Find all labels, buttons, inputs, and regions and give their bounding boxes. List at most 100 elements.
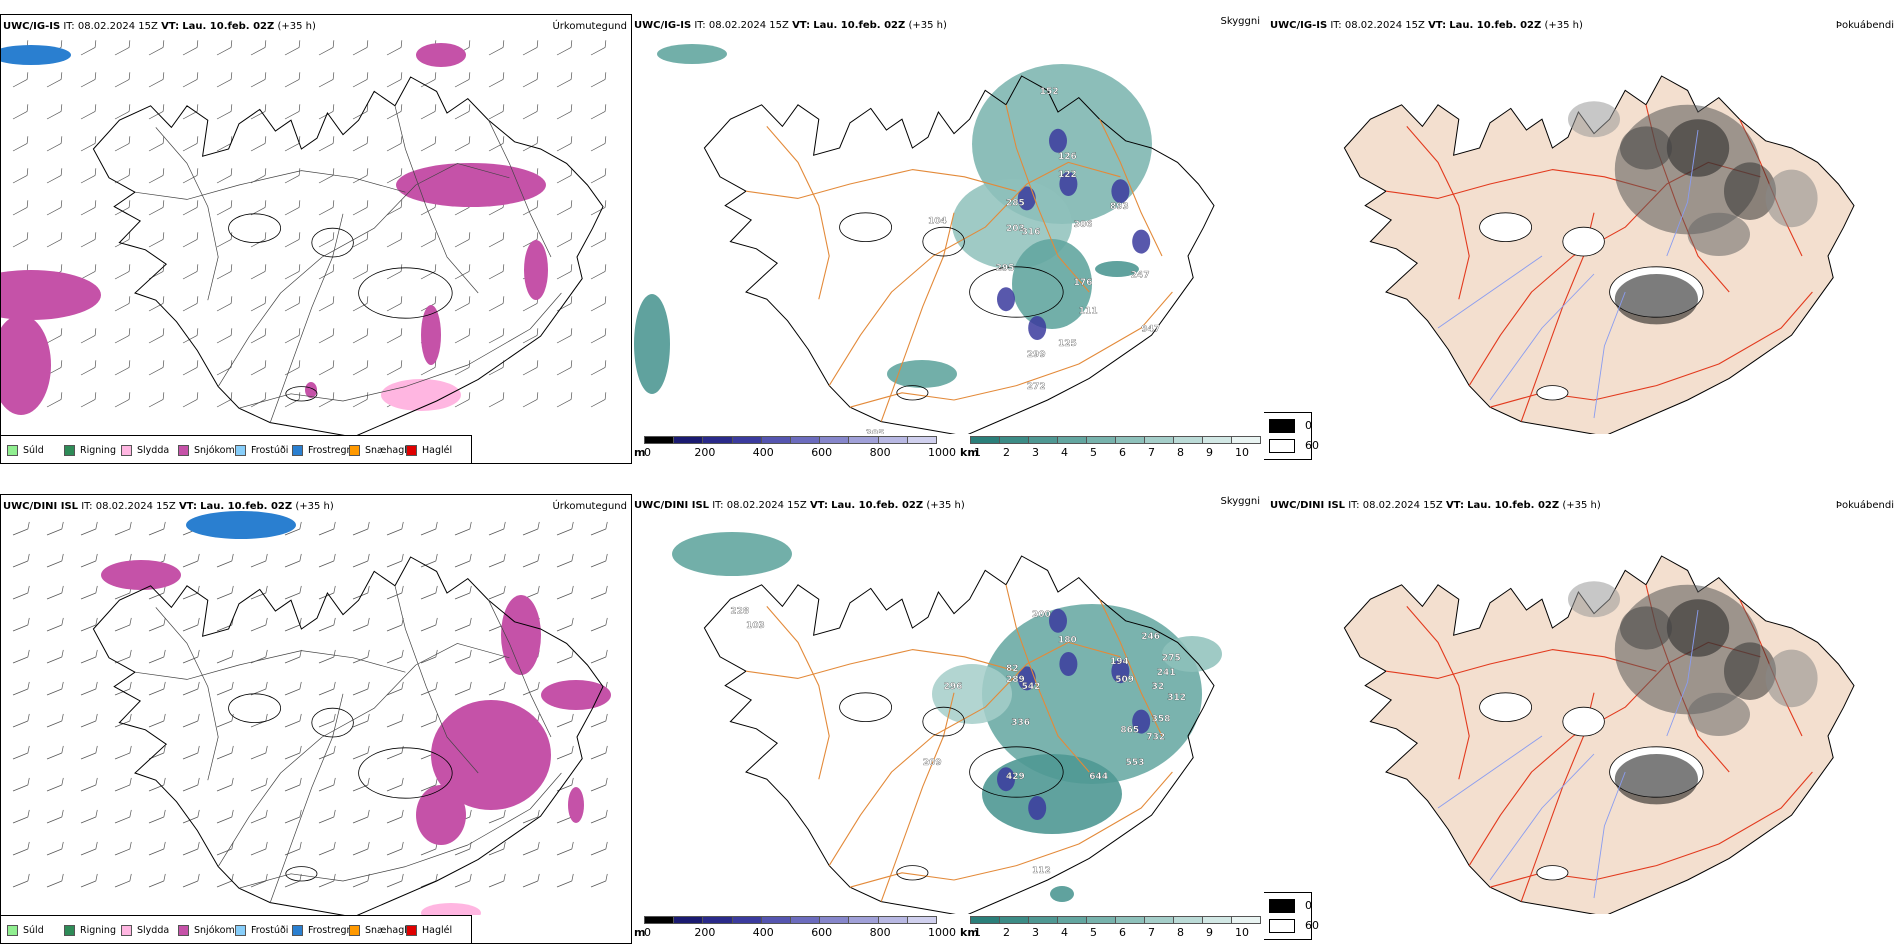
wind-barb (522, 873, 540, 888)
wind-barb (318, 521, 336, 536)
wind-barb (454, 521, 472, 536)
wind-barb (250, 681, 268, 696)
fog-patch (1666, 119, 1730, 177)
it-label: IT: (1348, 500, 1360, 511)
wind-barb (148, 681, 166, 696)
wind-barb (148, 232, 165, 248)
wind-barb (114, 360, 131, 376)
wind-barb (454, 360, 471, 376)
wind-barb (80, 681, 98, 696)
wind-barb (352, 392, 369, 408)
cloud-base-patch (1132, 229, 1151, 254)
road-line (1385, 649, 1657, 679)
wind-barb (284, 873, 302, 888)
fog-legend: 0 60 (1264, 412, 1319, 460)
fog-indicator-panel-row1: UWC/IG-IS IT: 08.02.2024 15Z VT: Lau. 10… (1264, 14, 1900, 464)
wind-barb (352, 681, 370, 696)
glacier-outline (285, 866, 318, 882)
glacier-outline (922, 706, 965, 737)
colorbar-segment (848, 436, 879, 444)
precip-fields (101, 511, 611, 915)
wind-barb (488, 72, 505, 88)
wind-barb (216, 873, 234, 888)
wind-barb (454, 104, 471, 120)
wind-barb (318, 72, 335, 88)
road-line (1099, 598, 1163, 737)
snow-area (524, 240, 548, 300)
wind-barb (454, 296, 471, 312)
visibility-area (1095, 261, 1139, 277)
wind-barb (420, 585, 438, 600)
wind-barb (352, 264, 369, 280)
wind-barb (454, 841, 472, 856)
wind-barb (556, 232, 573, 248)
wind-barb (420, 360, 437, 376)
wind-barb (114, 136, 131, 152)
wind-barb (318, 553, 336, 568)
wind-barb (488, 873, 506, 888)
fog-patch (1568, 101, 1620, 138)
snow-area (416, 785, 466, 845)
cloud-base-label: 299 (1027, 350, 1046, 360)
wind-barb (420, 264, 437, 280)
wind-barb (318, 649, 336, 664)
wind-barb (590, 553, 608, 568)
wind-barb (12, 745, 30, 760)
wind-barb (386, 553, 404, 568)
legend-item: Haglél (406, 925, 452, 936)
wind-barb (590, 232, 607, 248)
legend-item: Frostregn (292, 445, 353, 456)
cloud-base-label: 112 (1032, 866, 1051, 876)
wind-barb (284, 681, 302, 696)
wind-barb (80, 841, 98, 856)
river-line (1666, 129, 1699, 257)
wind-barb (250, 328, 267, 344)
cloud-base-patch (997, 767, 1015, 792)
colorbar-tick-label: 0 (644, 446, 651, 459)
colorbar-segment (1202, 436, 1232, 444)
wind-barb (182, 232, 199, 248)
legend-item: Snjókoma (178, 445, 241, 456)
wind-barb (556, 617, 574, 632)
glacier-outline (1536, 385, 1569, 401)
legend-swatch (178, 445, 189, 456)
wind-barb (80, 136, 97, 152)
sleet-area (381, 379, 461, 411)
wind-barb (454, 553, 472, 568)
wind-barb (284, 104, 301, 120)
wind-barb (522, 136, 539, 152)
wind-barb (522, 553, 540, 568)
wind-barb (386, 649, 404, 664)
wind-barb (148, 713, 166, 728)
fog-patch (1687, 692, 1750, 736)
cloud-base-patch (1017, 186, 1036, 211)
wind-barb (386, 809, 404, 824)
wind-barb (488, 136, 505, 152)
lead-time: (+35 h) (1562, 500, 1601, 511)
wind-barb (590, 873, 608, 888)
road-line (238, 772, 562, 889)
wind-barb (488, 40, 505, 56)
fog-patch (1765, 649, 1818, 708)
cloud-base-label: 82 (1006, 664, 1019, 674)
wind-barb (590, 392, 607, 408)
cloud-base-label: 241 (1157, 668, 1176, 678)
wind-barb (488, 232, 505, 248)
wind-barb (80, 745, 98, 760)
wind-barb (590, 521, 608, 536)
wind-barb (250, 136, 267, 152)
wind-barb (386, 328, 403, 344)
wind-barb (318, 40, 335, 56)
wind-barb (250, 264, 267, 280)
wind-barb (182, 809, 200, 824)
legend-swatch (235, 445, 246, 456)
wind-barb (318, 617, 336, 632)
wind-barb (318, 136, 335, 152)
colorbar-segment (644, 436, 675, 444)
wind-barb (182, 104, 199, 120)
wind-barbs (12, 521, 608, 888)
glacier-outline (922, 226, 965, 257)
wind-barb (12, 841, 30, 856)
visibility-area (1050, 886, 1074, 902)
glacier-outline (1562, 226, 1605, 257)
